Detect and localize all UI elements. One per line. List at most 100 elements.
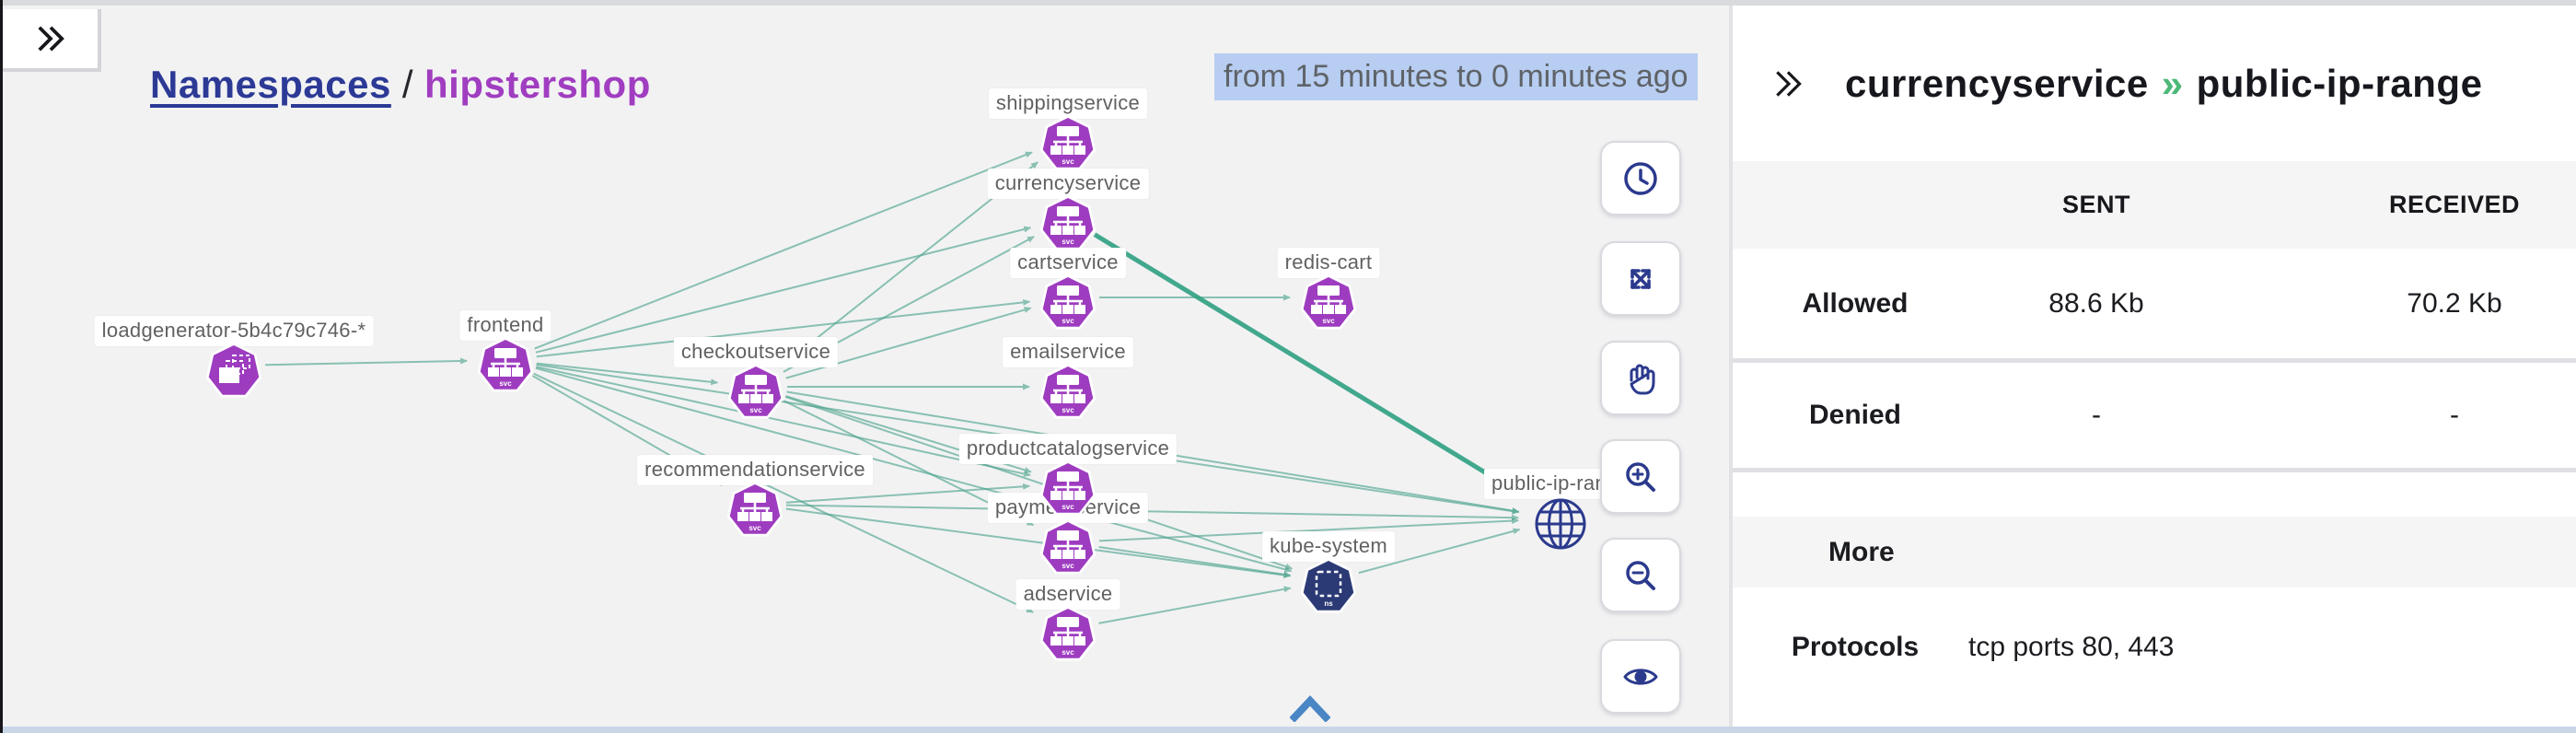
svg-text:svc: svc <box>1062 157 1074 166</box>
svg-text:svc: svc <box>748 524 761 532</box>
graph-node-frontend[interactable]: svc <box>477 337 534 392</box>
svg-text:svc: svc <box>1062 238 1074 246</box>
breadcrumb: Namespaces / hipstershop <box>150 63 651 107</box>
panel-divider <box>1729 6 1733 733</box>
breadcrumb-separator: / <box>401 63 414 106</box>
service-hexagon-icon: svc <box>730 366 782 416</box>
connection-source: currencyservice <box>1845 61 2149 105</box>
breadcrumb-current: hipstershop <box>424 63 651 106</box>
graph-node-public-ip-range[interactable] <box>1530 494 1591 554</box>
denied-sent-value: - <box>2092 400 2101 430</box>
edge-recommendationservice-to-productcatalogservice <box>785 483 1031 504</box>
graph-node-loadgenerator[interactable] <box>205 343 262 398</box>
graph-node-kube-system[interactable]: ns <box>1300 558 1357 613</box>
graph-node-cartservice[interactable]: svc <box>1039 274 1097 330</box>
pan-hand-button[interactable] <box>1600 341 1681 415</box>
row-divider <box>1733 358 2576 363</box>
svg-text:svc: svc <box>1062 317 1074 325</box>
service-hexagon-icon: svc <box>480 340 531 390</box>
edge-frontend-to-checkoutservice <box>536 362 719 386</box>
protocols-row: Protocols tcp ports 80, 443 <box>1733 588 2576 707</box>
zoom-out-button[interactable] <box>1600 538 1681 612</box>
node-label-redis-cart: redis-cart <box>1277 248 1380 278</box>
pod-hexagon-icon <box>208 345 260 395</box>
edge-frontend-to-shippingservice <box>534 151 1033 350</box>
graph-node-productcatalogservice[interactable]: svc <box>1039 460 1097 516</box>
protocols-label: Protocols <box>1791 632 1920 662</box>
graph-node-redis-cart[interactable]: svc <box>1300 274 1357 330</box>
visibility-eye-icon <box>1619 657 1662 697</box>
svg-text:svc: svc <box>1322 317 1335 325</box>
window-left-strip <box>0 0 3 733</box>
panel-collapse-button[interactable] <box>1771 64 1806 103</box>
window-bottom-strip <box>3 727 2576 733</box>
node-label-loadgenerator: loadgenerator-5b4c79c746-* <box>94 316 374 346</box>
edge-recommendationservice-to-kube-system <box>785 507 1292 578</box>
service-map-area: Namespaces / hipstershop from 15 minutes t… <box>3 6 1729 727</box>
expand-icon <box>1620 259 1661 299</box>
protocols-value: tcp ports 80, 443 <box>1968 632 2175 662</box>
edge-paymentservice-to-kube-system <box>1098 546 1292 578</box>
graph-node-paymentservice[interactable]: svc <box>1039 519 1097 575</box>
more-section-header: More <box>1733 517 2576 588</box>
service-hexagon-icon: svc <box>1042 609 1094 658</box>
connection-target: public-ip-range <box>2196 61 2483 105</box>
traffic-table-header: SENT RECEIVED <box>1733 161 2576 249</box>
namespace-hexagon-icon: ns <box>1303 561 1354 611</box>
column-header-sent: SENT <box>2061 191 2130 218</box>
graph-node-recommendationservice[interactable]: svc <box>726 482 783 537</box>
column-header-received: RECEIVED <box>2388 191 2521 218</box>
node-label-emailservice: emailservice <box>1003 337 1133 367</box>
service-hexagon-icon: svc <box>1042 522 1094 572</box>
node-label-adservice: adservice <box>1015 579 1120 610</box>
panel-header: currencyservice » public-ip-range <box>1733 6 2576 161</box>
chevron-double-right-icon <box>1776 70 1802 97</box>
node-label-productcatalogservice: productcatalogservice <box>958 434 1178 464</box>
zoom-in-button[interactable] <box>1600 439 1681 514</box>
svg-text:svc: svc <box>1062 648 1074 657</box>
svg-text:svc: svc <box>499 379 512 388</box>
svg-text:svc: svc <box>1062 503 1074 511</box>
edge-adservice-to-kube-system <box>1098 586 1292 624</box>
chevron-double-right-icon <box>37 26 64 52</box>
allowed-sent-value: 88.6 Kb <box>2048 287 2144 319</box>
node-label-cartservice: cartservice <box>1010 248 1126 278</box>
svg-text:ns: ns <box>1324 599 1333 608</box>
node-label-currencyservice: currencyservice <box>987 169 1149 199</box>
node-label-checkoutservice: checkoutservice <box>673 337 839 367</box>
edge-checkoutservice-to-kube-system <box>784 395 1294 570</box>
connection-title: currencyservice » public-ip-range <box>1845 62 2482 106</box>
edge-kube-system-to-public-ip-range <box>1358 528 1521 575</box>
sidebar-expand-button[interactable] <box>3 9 101 72</box>
zoom-out-icon <box>1620 555 1661 596</box>
allowed-received-value: 70.2 Kb <box>2407 287 2502 319</box>
graph-node-adservice[interactable]: svc <box>1039 606 1097 661</box>
edge-loadgenerator-to-frontend <box>264 357 469 366</box>
more-section-label: More <box>1828 536 1895 567</box>
time-range-label[interactable]: from 15 minutes to 0 minutes ago <box>1214 53 1698 100</box>
visibility-eye-button[interactable] <box>1600 639 1681 714</box>
edge-frontend-to-currencyservice <box>535 226 1032 354</box>
node-label-frontend: frontend <box>459 310 551 341</box>
denied-received-value: - <box>2450 400 2459 430</box>
section-divider <box>1733 468 2576 472</box>
graph-node-shippingservice[interactable]: svc <box>1039 115 1097 170</box>
service-hexagon-icon: svc <box>729 484 781 534</box>
scroll-up-control[interactable] <box>1289 694 1331 723</box>
graph-node-currencyservice[interactable]: svc <box>1039 195 1097 250</box>
graph-node-emailservice[interactable]: svc <box>1039 364 1097 419</box>
edge-recommendationservice-to-public-ip-range <box>785 504 1520 521</box>
expand-button[interactable] <box>1600 241 1681 316</box>
graph-node-checkoutservice[interactable]: svc <box>727 364 784 419</box>
edge-currencyservice-to-public-ip-range <box>1093 232 1526 499</box>
svg-text:svc: svc <box>1062 562 1074 570</box>
window-top-strip <box>0 0 2576 6</box>
node-label-shippingservice: shippingservice <box>988 88 1148 119</box>
service-hexagon-icon: svc <box>1042 118 1094 168</box>
clock-button[interactable] <box>1600 141 1681 215</box>
breadcrumb-namespaces-link[interactable]: Namespaces <box>150 63 391 106</box>
zoom-in-icon <box>1620 457 1661 497</box>
service-hexagon-icon: svc <box>1042 463 1094 513</box>
row-label: Denied <box>1808 400 1902 430</box>
edge-frontend-to-cartservice <box>536 298 1031 358</box>
